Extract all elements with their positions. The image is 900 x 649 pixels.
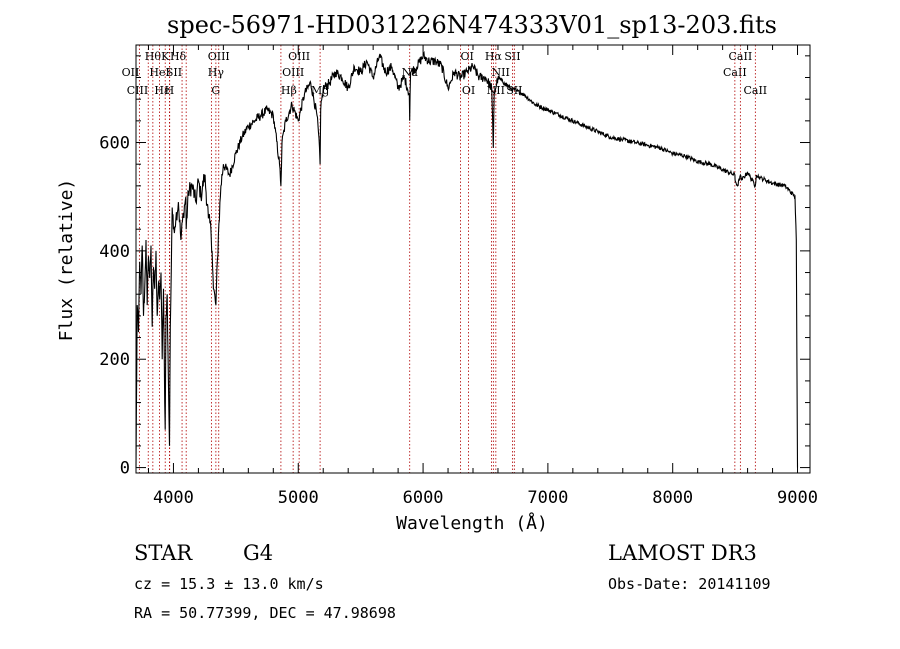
spectral-line-label: SII xyxy=(166,66,182,79)
flux-series-line xyxy=(135,50,799,468)
y-tick-label: 0 xyxy=(120,459,130,479)
spectral-line-label: OI xyxy=(461,50,474,63)
spectral-line-label: Hε xyxy=(154,84,170,97)
axis-ticks xyxy=(136,45,810,473)
spectral-line-label: Hδ xyxy=(170,50,187,63)
y-axis-label: Flux (relative) xyxy=(56,179,77,342)
spectral-line-label: CaII xyxy=(723,66,747,79)
spectral-line-label: SII xyxy=(504,50,520,63)
spectral-line-label: HeI xyxy=(149,66,169,79)
object-class: STAR xyxy=(134,541,193,565)
spectral-line-label: CaII xyxy=(729,50,753,63)
spectral-line-label: Hθ xyxy=(145,50,162,63)
chart-title: spec-56971-HD031226N474333V01_sp13-203.f… xyxy=(167,11,777,39)
y-tick-label: 600 xyxy=(99,134,130,154)
x-tick-label: 8000 xyxy=(652,488,693,508)
spectral-line-label: Hα xyxy=(485,50,503,63)
x-tick-label: 9000 xyxy=(777,488,818,508)
spectral-line-label: CaII xyxy=(743,84,767,97)
spectral-line-label: K xyxy=(161,50,170,63)
observation-date: Obs-Date: 20141109 xyxy=(608,575,771,593)
x-tick-label: 7000 xyxy=(527,488,568,508)
x-tick-label: 5000 xyxy=(278,488,319,508)
x-axis-label: Wavelength (Å) xyxy=(396,512,548,534)
tick-labels: 4000 5000 6000 7000 8000 9000 0 200 400 600 xyxy=(99,134,818,508)
y-tick-label: 400 xyxy=(99,242,130,262)
survey-release: LAMOST DR3 xyxy=(608,541,757,565)
spectral-line-label: OI xyxy=(462,84,475,97)
spectral-line-markers: OIICIIIHθHeIKHHεSIIHδGHγOIIIHβOIIIOIIIMg… xyxy=(122,45,767,473)
spectral-line-label: OIII xyxy=(282,66,304,79)
x-tick-label: 6000 xyxy=(403,488,444,508)
x-tick-label: 4000 xyxy=(153,488,194,508)
plot-frame xyxy=(135,44,811,474)
spectral-line-label: CIII xyxy=(127,84,148,97)
redshift-velocity: cz = 15.3 ± 13.0 km/s xyxy=(134,575,324,593)
spectral-line-label: NII xyxy=(491,66,509,79)
spectral-line-label: OIII xyxy=(208,50,230,63)
spectral-line-label: Hβ xyxy=(281,84,297,97)
spectral-line-label: OIII xyxy=(288,50,310,63)
spectral-subclass: G4 xyxy=(243,541,274,565)
spectral-line-label: Hγ xyxy=(208,66,225,79)
sky-coordinates: RA = 50.77399, DEC = 47.98698 xyxy=(134,604,396,622)
spectral-line-label: OII xyxy=(122,66,140,79)
y-tick-label: 200 xyxy=(99,350,130,370)
